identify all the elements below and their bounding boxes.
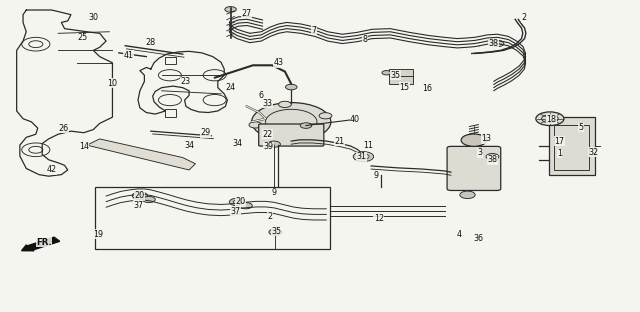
- Circle shape: [269, 229, 282, 235]
- Polygon shape: [87, 139, 195, 170]
- Circle shape: [461, 134, 486, 146]
- Circle shape: [491, 41, 504, 47]
- Text: 29: 29: [200, 128, 210, 137]
- Text: 16: 16: [422, 84, 432, 93]
- Text: 30: 30: [88, 13, 99, 22]
- Text: 37: 37: [133, 201, 143, 210]
- Text: 41: 41: [124, 51, 133, 60]
- Text: 35: 35: [390, 71, 401, 80]
- Circle shape: [132, 192, 148, 199]
- Circle shape: [285, 84, 297, 90]
- Text: 19: 19: [93, 230, 103, 239]
- FancyBboxPatch shape: [259, 124, 324, 146]
- Text: 6: 6: [259, 91, 264, 100]
- Text: 2: 2: [268, 212, 273, 221]
- Text: 20: 20: [135, 191, 145, 200]
- Text: 13: 13: [481, 134, 491, 144]
- Circle shape: [460, 191, 475, 198]
- Bar: [548, 117, 595, 175]
- Circle shape: [536, 112, 564, 125]
- Text: 40: 40: [350, 115, 360, 124]
- Circle shape: [353, 152, 374, 162]
- Text: 20: 20: [235, 197, 245, 207]
- Text: 18: 18: [546, 115, 556, 124]
- Text: 23: 23: [181, 77, 191, 86]
- Text: 34: 34: [184, 141, 194, 150]
- Circle shape: [278, 101, 291, 108]
- Text: 31: 31: [356, 152, 367, 161]
- Text: 38: 38: [489, 39, 499, 48]
- Circle shape: [143, 196, 156, 202]
- Circle shape: [252, 103, 331, 141]
- Text: FR.: FR.: [36, 238, 52, 247]
- Text: 5: 5: [578, 123, 583, 132]
- Text: 27: 27: [241, 9, 252, 17]
- Text: 10: 10: [108, 79, 118, 87]
- Text: 25: 25: [77, 33, 88, 42]
- Text: 35: 35: [271, 227, 282, 236]
- Text: 22: 22: [262, 130, 273, 139]
- Text: 14: 14: [79, 142, 89, 151]
- Circle shape: [319, 113, 332, 119]
- Text: 3: 3: [477, 149, 482, 157]
- Text: 38: 38: [488, 155, 497, 164]
- Text: 37: 37: [230, 207, 241, 216]
- Text: 32: 32: [588, 148, 598, 157]
- Text: 33: 33: [262, 99, 273, 108]
- FancyArrow shape: [22, 237, 60, 251]
- Text: 17: 17: [554, 137, 564, 146]
- Text: 42: 42: [47, 165, 57, 174]
- Circle shape: [300, 123, 312, 128]
- Bar: [389, 69, 413, 84]
- Text: 2: 2: [522, 13, 527, 22]
- Bar: [554, 125, 589, 170]
- FancyBboxPatch shape: [447, 146, 500, 191]
- Text: 9: 9: [374, 171, 379, 180]
- Text: 4: 4: [457, 230, 461, 239]
- Text: 1: 1: [557, 149, 562, 158]
- Circle shape: [225, 7, 236, 12]
- Text: 8: 8: [362, 35, 367, 44]
- Text: 36: 36: [474, 234, 483, 243]
- Text: 12: 12: [374, 214, 384, 223]
- Text: 7: 7: [311, 26, 316, 35]
- Bar: [95, 187, 330, 249]
- Circle shape: [229, 198, 244, 206]
- Text: 21: 21: [334, 137, 344, 146]
- Circle shape: [268, 141, 280, 147]
- Text: 39: 39: [264, 142, 274, 151]
- Circle shape: [239, 202, 252, 209]
- Text: 43: 43: [273, 58, 284, 67]
- Text: 34: 34: [232, 139, 242, 148]
- Circle shape: [285, 136, 298, 143]
- Circle shape: [249, 122, 262, 128]
- Text: 24: 24: [225, 83, 236, 92]
- Text: 28: 28: [146, 38, 156, 47]
- Circle shape: [382, 71, 391, 75]
- Text: 26: 26: [58, 124, 68, 133]
- Text: 11: 11: [363, 141, 373, 150]
- Text: 9: 9: [271, 188, 276, 197]
- Text: 15: 15: [399, 83, 410, 91]
- Circle shape: [486, 154, 499, 160]
